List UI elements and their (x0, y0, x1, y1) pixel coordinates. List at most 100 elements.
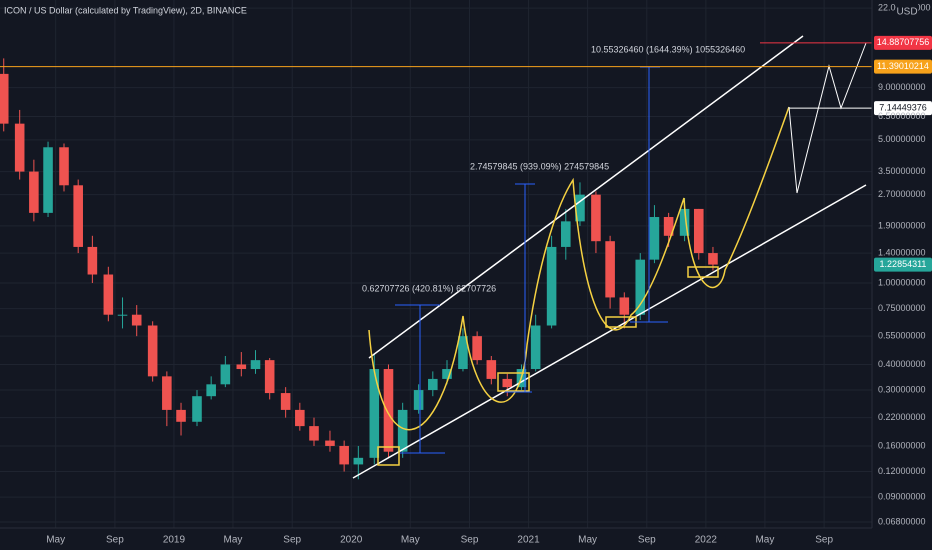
y-tick-label: 1.00000000 (878, 277, 926, 287)
y-tick-label: 0.06800000 (878, 516, 926, 526)
candle-body (339, 445, 349, 465)
annotation: 2.74579845 (939.09%) 274579845 (470, 161, 609, 171)
candle-body (59, 147, 69, 186)
grid (0, 0, 872, 528)
x-tick-label: Sep (638, 535, 656, 546)
x-tick-label: 2019 (163, 535, 186, 546)
y-tick-label: 0.09000000 (878, 491, 926, 501)
candle-body (176, 409, 186, 422)
x-tick-label: Sep (461, 535, 479, 546)
drawings (352, 35, 867, 479)
price-lines: 14.88707756 11.39010214 7.14449376 1.228543… (0, 35, 932, 272)
y-tick-label: 6.50000000 (878, 111, 926, 121)
projection (788, 42, 867, 194)
y-tick-label: 0.12000000 (878, 466, 926, 476)
measure (505, 183, 535, 393)
currency-box (896, 4, 918, 18)
candle-body (236, 364, 247, 370)
price-label-bg (874, 101, 932, 116)
y-tick-label: 0.22000000 (878, 412, 926, 422)
candle-body (353, 457, 364, 465)
x-tick-label: May (755, 535, 774, 546)
annotation: 10.55326460 (1644.39%) 1055326460 (591, 44, 745, 54)
candle-body (649, 217, 660, 260)
channel-lower (352, 184, 867, 479)
candle-body (295, 409, 305, 427)
candle-body (472, 336, 482, 361)
y-tick-label: 3.50000000 (878, 166, 926, 176)
price-label-bg (874, 257, 932, 272)
candle-body (561, 221, 571, 247)
y-tick-label: 0.16000000 (878, 440, 926, 450)
channel-upper (368, 35, 804, 359)
x-tick-label: May (224, 535, 243, 546)
candle-body (0, 73, 9, 124)
candle-body (486, 360, 497, 379)
candle-body (619, 297, 630, 315)
candle-body (309, 426, 319, 441)
x-tick-label: Sep (283, 535, 301, 546)
candle-body (29, 171, 39, 213)
candle-body (14, 123, 25, 172)
currency: USD (896, 7, 917, 18)
candle-body (103, 274, 114, 315)
candle-body (442, 369, 452, 379)
candle-body (693, 208, 704, 254)
x-tick-label: May (46, 535, 65, 546)
candle-body (428, 378, 438, 391)
candle-body (708, 253, 718, 265)
candle-body (250, 360, 261, 370)
candle-body (546, 246, 557, 326)
x-tick-label: May (401, 535, 420, 546)
y-tick-label: 0.75000000 (878, 303, 926, 313)
candle-body (220, 364, 231, 385)
price-label: 7.14449376 (879, 103, 927, 113)
y-tick-label: 0.55000000 (878, 331, 926, 341)
x-tick-label: Sep (815, 535, 833, 546)
candle-body (280, 393, 291, 410)
box (377, 446, 400, 466)
candle-body (192, 396, 202, 422)
candle-body (117, 314, 128, 316)
x-tick-label: 2021 (517, 535, 540, 546)
price-label: 1.22854311 (880, 259, 927, 269)
y-tick-label: 5.00000000 (878, 134, 926, 144)
y-tick-label: 2.70000000 (878, 189, 926, 199)
candle-body (605, 241, 615, 298)
candle-body (206, 384, 216, 397)
y-tick-label: 0.40000000 (878, 359, 926, 369)
y-tick-label: 0.30000000 (878, 384, 926, 394)
candle-body (147, 325, 158, 377)
candle-body (397, 409, 408, 452)
candles (0, 58, 718, 480)
box (497, 372, 530, 392)
candle-body (413, 390, 424, 410)
axes: May Sep 2019 May Sep 2020 May Sep 2021 May Sep 2022… (46, 2, 930, 545)
chart-title: ICON / US Dollar (calculated by TradingV… (4, 5, 247, 15)
candle-body (575, 194, 585, 222)
cup-curves (368, 106, 790, 431)
candle-body (502, 378, 513, 388)
candle-body (635, 259, 646, 315)
candle-body (73, 185, 83, 247)
price-label-bg (874, 35, 932, 50)
candle-body (383, 369, 394, 452)
y-tick-label: 1.90000000 (878, 220, 926, 230)
candle-body (87, 246, 98, 275)
candle-body (131, 314, 142, 326)
price-label: 11.39010214 (877, 61, 929, 71)
x-tick-label: 2020 (340, 535, 363, 546)
y-tick-label: 9.00000000 (878, 82, 926, 92)
candle-body (264, 360, 275, 394)
candle-body (679, 208, 690, 236)
candle-body (325, 440, 335, 446)
candle-body (663, 217, 674, 236)
x-tick-label: May (578, 535, 597, 546)
measure (395, 304, 445, 454)
annotation: 0.62707726 (420.81%) 62707726 (362, 283, 496, 293)
y-tick-label: 1.40000000 (878, 247, 926, 257)
candle-body (591, 194, 601, 242)
x-tick-label: Sep (106, 535, 124, 546)
